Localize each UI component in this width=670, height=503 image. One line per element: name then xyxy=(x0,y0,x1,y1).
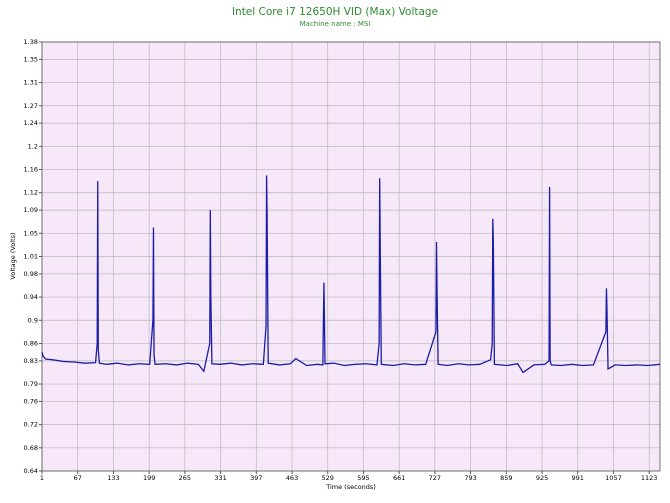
x-tick-label: 529 xyxy=(322,474,334,482)
y-tick-label: 1.16 xyxy=(24,166,38,174)
y-tick-label: 1.01 xyxy=(24,253,38,261)
x-tick-label: 595 xyxy=(357,474,369,482)
y-tick-label: 0.68 xyxy=(24,444,38,452)
x-tick-label: 1123 xyxy=(641,474,658,482)
y-tick-label: 1.2 xyxy=(28,142,38,150)
y-tick-label: 0.79 xyxy=(24,380,38,388)
y-tick-label: 1.12 xyxy=(24,189,38,197)
x-tick-label: 397 xyxy=(250,474,262,482)
chart-title: Intel Core i7 12650H VID (Max) Voltage xyxy=(232,6,438,18)
y-tick-label: 1.09 xyxy=(24,206,38,214)
x-tick-label: 463 xyxy=(286,474,298,482)
x-tick-label: 265 xyxy=(179,474,191,482)
x-tick-label: 727 xyxy=(429,474,441,482)
x-tick-label: 661 xyxy=(393,474,405,482)
y-tick-label: 0.83 xyxy=(24,357,38,365)
data-line xyxy=(41,175,661,374)
x-tick-label: 925 xyxy=(536,474,548,482)
x-tick-label: 133 xyxy=(107,474,119,482)
y-tick-label: 1.05 xyxy=(24,229,38,237)
y-tick-label: 1.31 xyxy=(24,79,38,87)
chart-subtitle: Machine name : MSI xyxy=(300,20,371,28)
x-tick-label: 199 xyxy=(143,474,155,482)
plot-border xyxy=(41,41,661,472)
x-tick-label: 67 xyxy=(74,474,82,482)
x-axis-label: Time (seconds) xyxy=(325,483,376,491)
y-tick-label: 1.35 xyxy=(24,55,38,63)
y-tick-label: 1.24 xyxy=(24,119,38,127)
x-tick-label: 1 xyxy=(40,474,44,482)
y-tick-label: 0.94 xyxy=(24,293,38,301)
y-tick-label: 0.72 xyxy=(24,421,38,429)
y-tick-label: 0.9 xyxy=(28,316,38,324)
y-tick-label: 0.64 xyxy=(24,467,38,475)
x-tick-label: 331 xyxy=(214,474,226,482)
y-tick-label: 0.86 xyxy=(24,339,38,347)
y-tick-label: 1.27 xyxy=(24,102,38,110)
x-tick-label: 991 xyxy=(572,474,584,482)
y-tick-label: 0.98 xyxy=(24,270,38,278)
x-tick-label: 1057 xyxy=(605,474,622,482)
x-tick-label: 793 xyxy=(464,474,476,482)
y-tick-label: 1.38 xyxy=(24,38,38,46)
y-tick-label: 0.76 xyxy=(24,397,38,405)
y-axis-label: Voltage (Volts) xyxy=(9,232,17,279)
x-tick-label: 859 xyxy=(500,474,512,482)
